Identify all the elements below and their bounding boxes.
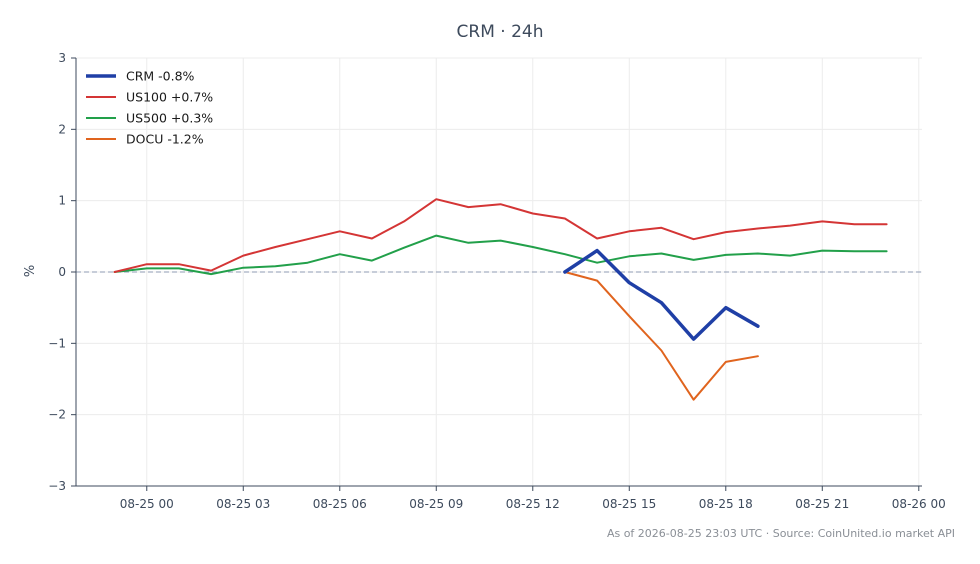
series-lines	[113, 198, 888, 401]
x-tick-label-7: 08-25 21	[795, 497, 849, 511]
series-line-3	[563, 271, 759, 401]
x-tick-label-1: 08-25 03	[216, 497, 270, 511]
legend: CRM -0.8% US100 +0.7% US500 +0.3% DOCU -1.2…	[86, 69, 213, 147]
y-tick-label-5: −2	[48, 408, 66, 422]
series-line-0	[563, 248, 760, 341]
series-line-2	[113, 234, 888, 276]
y-tick-label-4: −1	[48, 336, 66, 350]
x-tick-label-6: 08-25 18	[699, 497, 753, 511]
legend-label-3: DOCU -1.2%	[126, 132, 204, 147]
source-footer: As of 2026-08-25 23:03 UTC · Source: Coi…	[607, 527, 955, 540]
y-tick-label-3: 0	[58, 265, 66, 279]
x-tick-label-8: 08-26 00	[892, 497, 946, 511]
y-tick-label-6: −3	[48, 479, 66, 493]
legend-label-1: US100 +0.7%	[126, 90, 213, 105]
legend-label-2: US500 +0.3%	[126, 111, 213, 126]
x-tick-label-2: 08-25 06	[313, 497, 367, 511]
x-tick-label-5: 08-25 15	[602, 497, 656, 511]
x-axis-ticks: 08-25 00 08-25 03 08-25 06 08-25 09 08-25 12…	[120, 486, 946, 511]
y-tick-label-2: 1	[58, 194, 66, 208]
y-tick-label-1: 2	[58, 122, 66, 136]
x-tick-label-0: 08-25 00	[120, 497, 174, 511]
y-axis-label: %	[23, 265, 38, 277]
legend-label-0: CRM -0.8%	[126, 69, 195, 84]
y-tick-label-0: 3	[58, 51, 66, 65]
x-tick-label-3: 08-25 09	[409, 497, 463, 511]
chart-title: CRM · 24h	[457, 22, 544, 42]
series-line-1	[113, 198, 888, 273]
y-axis-ticks: 3 2 1 0 −1 −2 −3	[48, 51, 76, 493]
x-tick-label-4: 08-25 12	[506, 497, 560, 511]
